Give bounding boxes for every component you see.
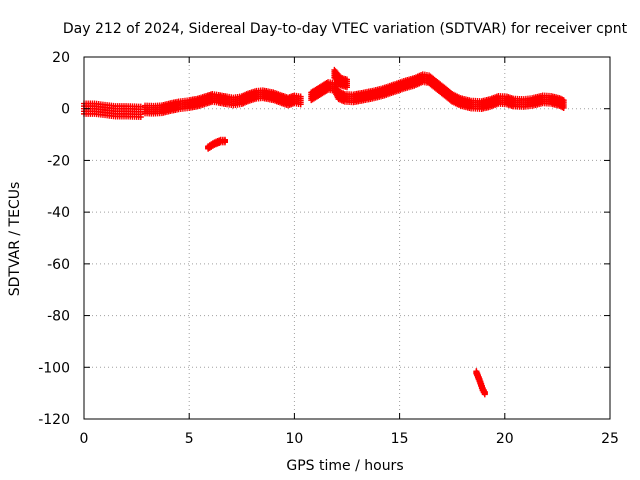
x-tick-label: 15 — [391, 431, 409, 447]
y-tick-label: -40 — [47, 205, 70, 221]
chart-title: Day 212 of 2024, Sidereal Day-to-day VTE… — [63, 21, 628, 37]
y-tick-label: -80 — [47, 309, 70, 325]
x-axis-label: GPS time / hours — [286, 458, 403, 474]
x-tick-label: 20 — [496, 431, 514, 447]
x-tick-label: 25 — [601, 431, 619, 447]
plot-frame — [83, 56, 611, 420]
data-points — [81, 66, 567, 398]
data-point — [137, 103, 144, 110]
y-tick-label: -100 — [38, 360, 70, 376]
data-point — [560, 97, 567, 104]
y-tick-label: 20 — [52, 50, 70, 66]
x-tick-label: 5 — [185, 431, 194, 447]
data-point — [481, 388, 488, 395]
grid-lines — [84, 57, 610, 419]
y-tick-label: 0 — [61, 102, 70, 118]
data-point — [297, 93, 304, 100]
y-tick-label: -20 — [47, 153, 70, 169]
y-tick-label: -120 — [38, 412, 70, 428]
data-point — [221, 136, 228, 143]
y-axis-label: SDTVAR / TECUs — [7, 182, 23, 297]
y-tick-label: -60 — [47, 257, 70, 273]
x-tick-label: 10 — [285, 431, 303, 447]
axis-ticks — [83, 56, 611, 420]
x-tick-label: 0 — [80, 431, 89, 447]
data-point — [344, 76, 350, 83]
